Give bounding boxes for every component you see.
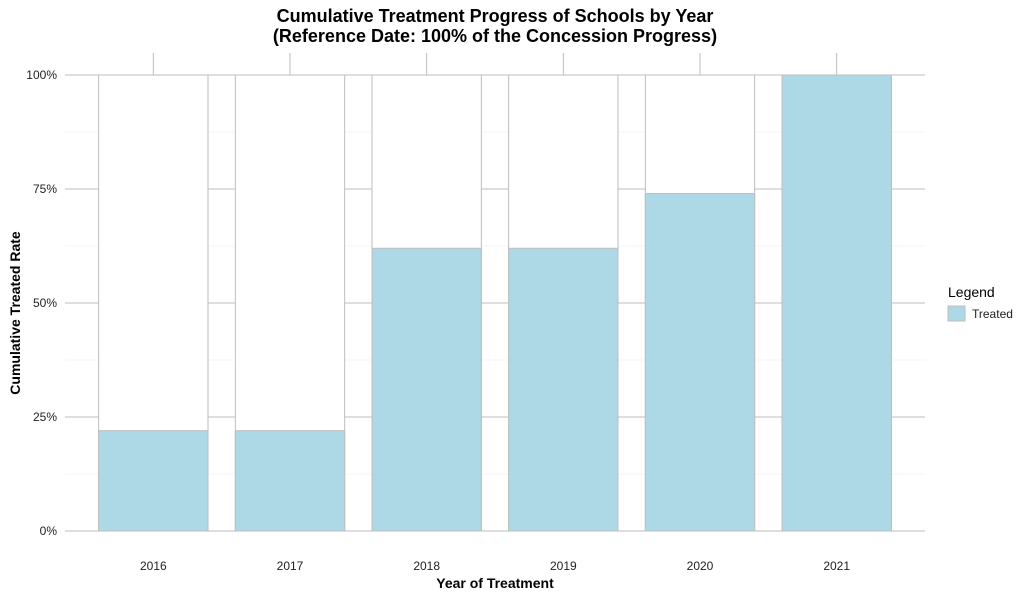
y-tick-label: 100% xyxy=(26,68,57,82)
legend: Legend Treated xyxy=(947,284,1013,322)
bar-2021 xyxy=(781,74,892,532)
chart-subtitle: (Reference Date: 100% of the Concession … xyxy=(273,26,717,46)
legend-label-treated: Treated xyxy=(972,307,1013,321)
x-tick-label: 2016 xyxy=(140,559,167,573)
chart-title: Cumulative Treatment Progress of Schools… xyxy=(277,6,714,26)
x-tick-label: 2017 xyxy=(277,559,304,573)
x-tick-label: 2021 xyxy=(823,559,850,573)
bars xyxy=(98,74,892,532)
x-tick-label: 2019 xyxy=(550,559,577,573)
y-tick-label: 50% xyxy=(33,296,57,310)
bar-2020 xyxy=(644,193,756,532)
y-axis-title: Cumulative Treated Rate xyxy=(7,231,23,395)
bar-2016 xyxy=(98,430,209,532)
y-axis-ticks: 0% 25% 50% 75% 100% xyxy=(26,68,57,538)
legend-title: Legend xyxy=(948,284,995,300)
legend-swatch-treated xyxy=(947,305,966,322)
y-tick-label: 25% xyxy=(33,410,57,424)
x-axis-title: Year of Treatment xyxy=(436,575,554,591)
bar-2017 xyxy=(234,430,346,532)
y-tick-label: 0% xyxy=(40,524,58,538)
x-tick-label: 2020 xyxy=(687,559,714,573)
bar-2019 xyxy=(508,247,619,532)
x-axis-ticks: 2016 2017 2018 2019 2020 2021 xyxy=(140,559,850,573)
bar-2018 xyxy=(371,247,482,532)
y-tick-label: 75% xyxy=(33,182,57,196)
x-tick-label: 2018 xyxy=(413,559,440,573)
